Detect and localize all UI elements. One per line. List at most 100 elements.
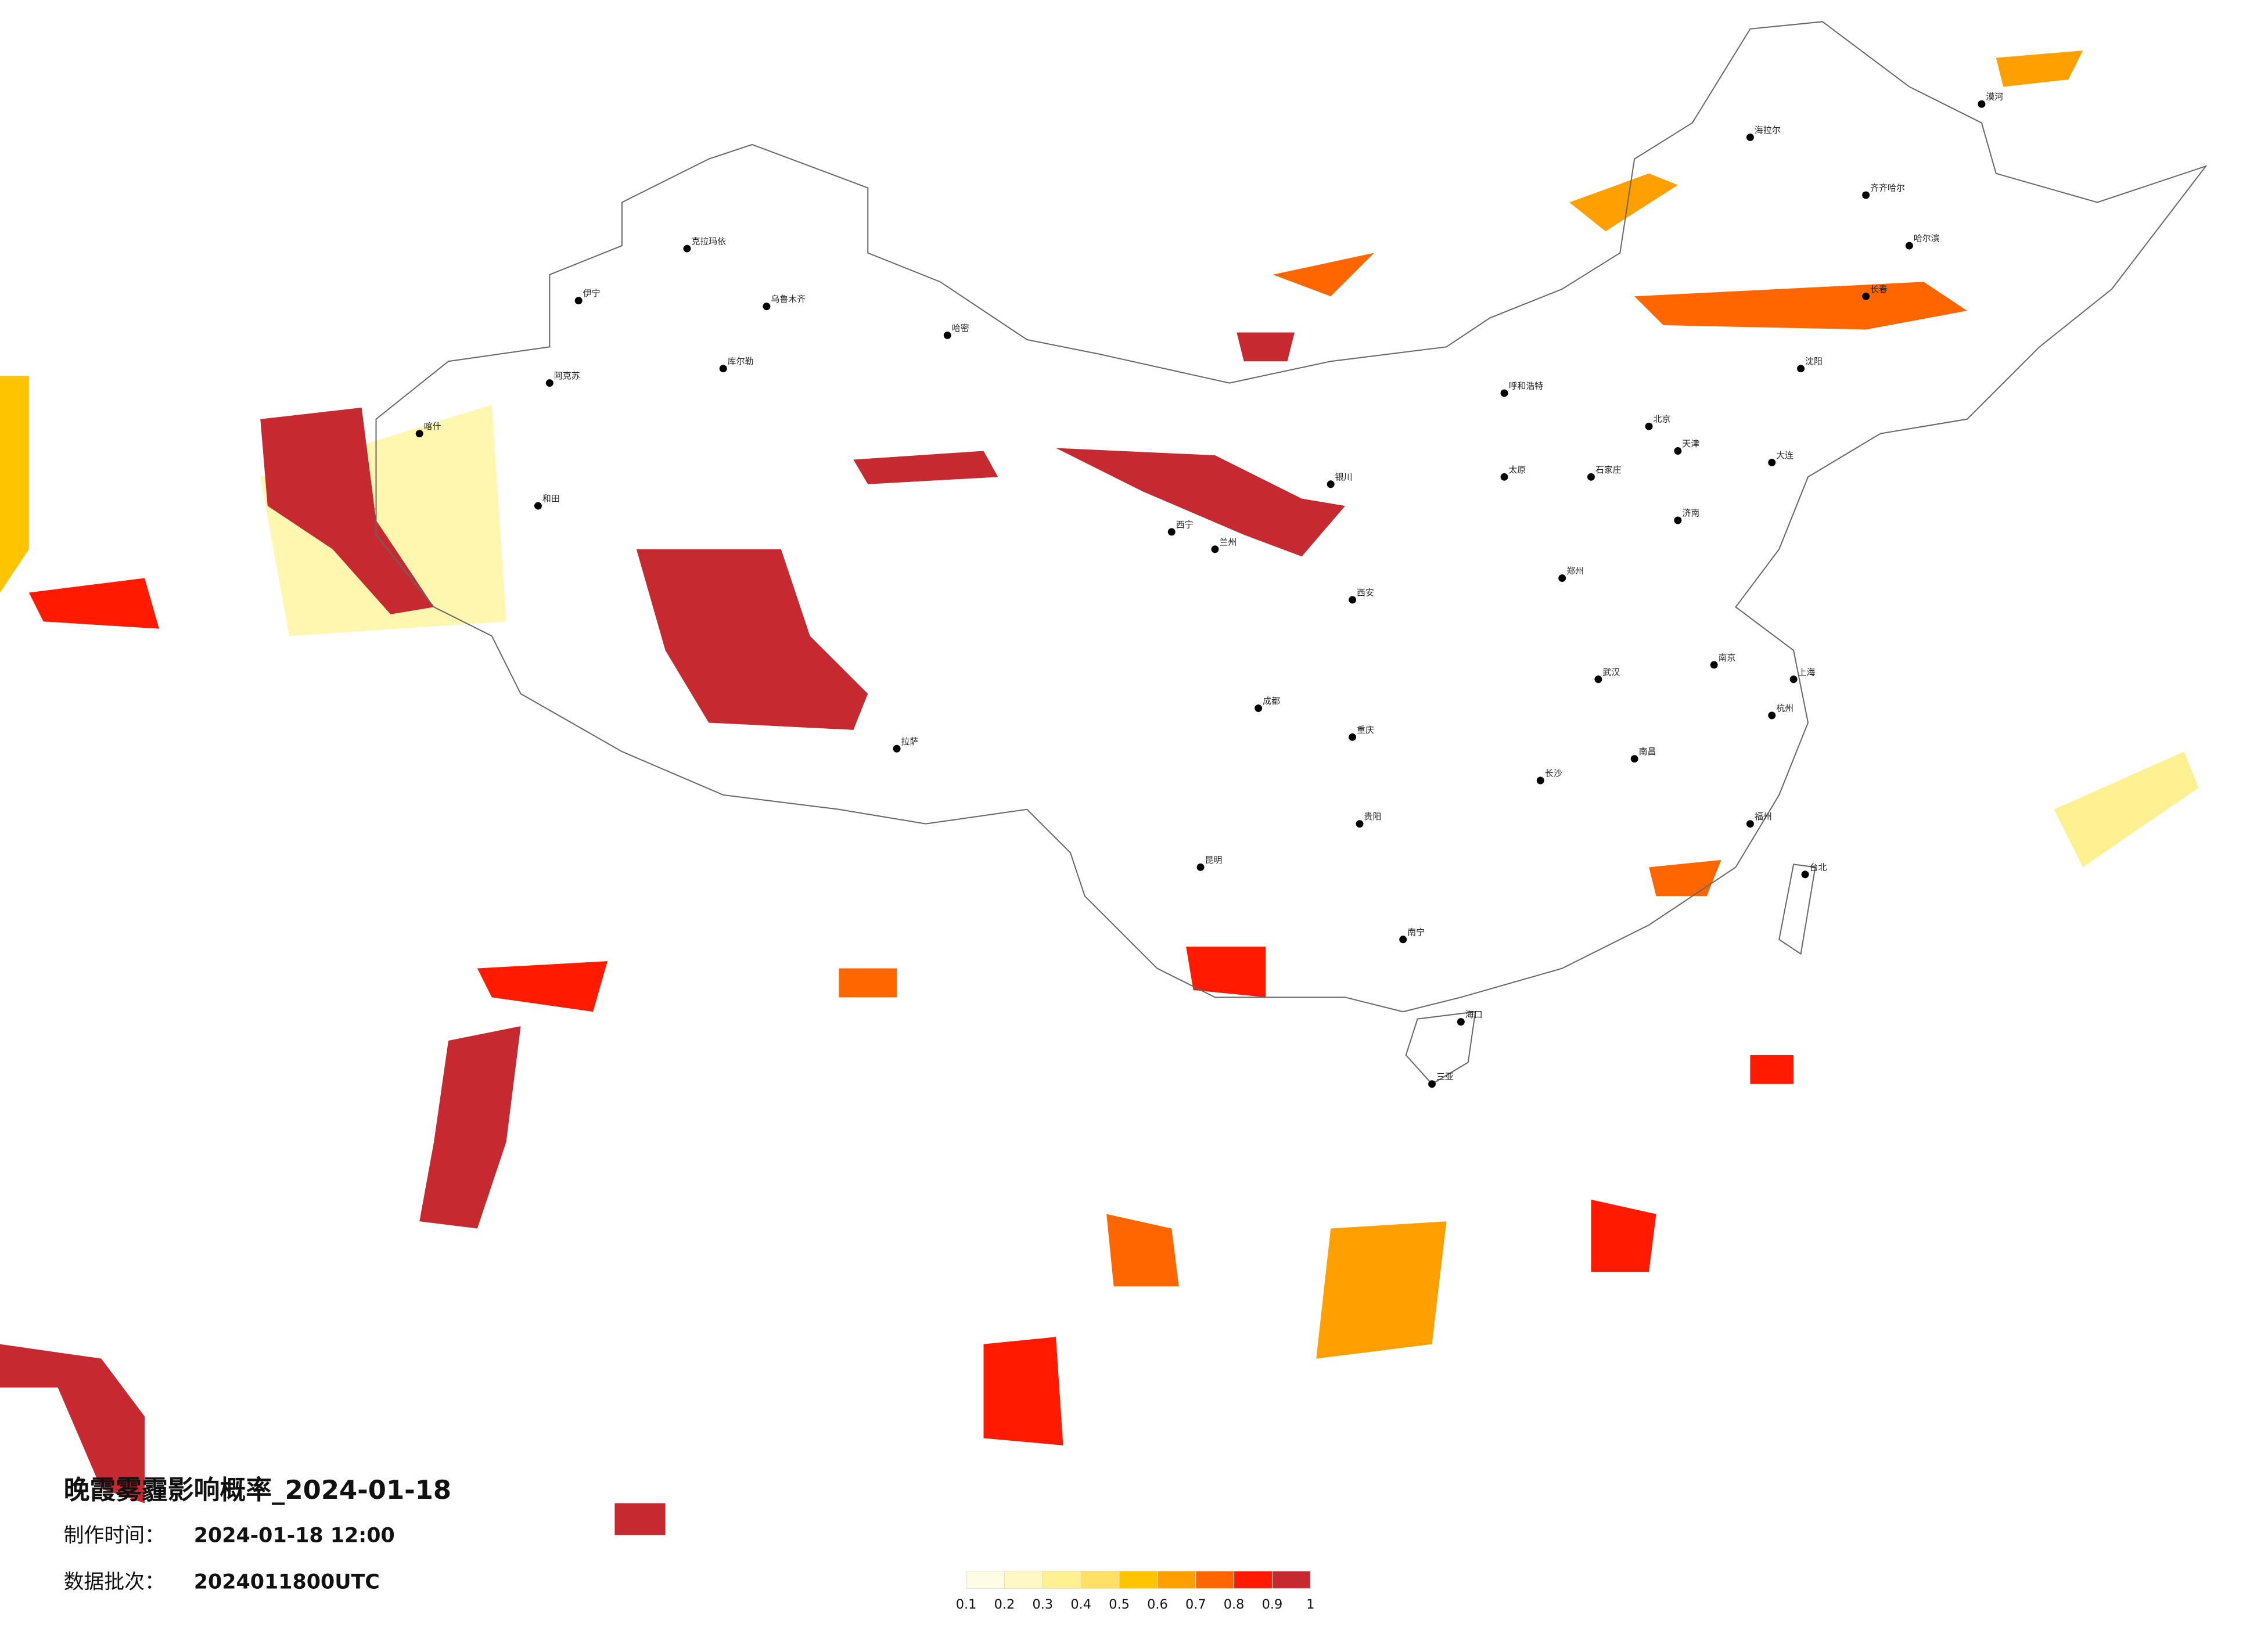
batch-label: 数据批次： [64, 1570, 165, 1593]
city-label: 南京 [1719, 652, 1736, 663]
legend-swatch [1234, 1570, 1273, 1589]
make-time: 2024-01-18 12:00 [194, 1524, 395, 1548]
city-dot [1768, 458, 1776, 466]
legend-tick-label: 0.1 [956, 1597, 977, 1612]
haze-patch [477, 961, 608, 1012]
city-dot [1428, 1080, 1436, 1088]
haze-patch [1634, 282, 1967, 330]
legend-swatch [1004, 1570, 1043, 1589]
city-dot [1196, 863, 1205, 871]
legend-tick-label: 0.9 [1262, 1597, 1283, 1612]
legend-tick-label: 0.5 [1109, 1597, 1130, 1612]
city-label: 济南 [1682, 508, 1699, 519]
legend-tick-label: 0.3 [1033, 1597, 1054, 1612]
city-label: 兰州 [1219, 537, 1237, 547]
legend-tick-label: 1 [1306, 1597, 1314, 1612]
city-label: 台北 [1810, 862, 1827, 872]
city-label: 漠河 [1986, 92, 2003, 102]
haze-patch [614, 1503, 666, 1535]
haze-patch [1591, 1199, 1656, 1272]
city-label: 福州 [1755, 811, 1772, 822]
city-dot [1801, 870, 1809, 879]
legend-tick-label: 0.4 [1070, 1597, 1091, 1612]
city-label: 西安 [1357, 587, 1374, 598]
city-dot [1349, 733, 1357, 741]
city-label: 武汉 [1602, 667, 1620, 677]
city-label: 阿克苏 [554, 370, 580, 381]
city-label: 哈尔滨 [1914, 233, 1940, 244]
haze-patch [0, 376, 29, 593]
city-dot [1399, 936, 1407, 944]
city-label: 海拉尔 [1755, 125, 1781, 135]
city-dot [1211, 545, 1219, 553]
city-dot [1356, 820, 1364, 828]
city-dot [1630, 755, 1638, 763]
city-label: 成都 [1263, 696, 1280, 706]
city-label: 伊宁 [583, 288, 601, 298]
city-label: 郑州 [1566, 566, 1584, 576]
city-dot [1862, 292, 1870, 300]
haze-patch [1186, 947, 1266, 998]
city-label: 和田 [542, 494, 560, 504]
city-dot [415, 430, 423, 438]
city-dot [719, 365, 727, 373]
city-dot [1746, 133, 1754, 141]
city-dot [1978, 100, 1986, 108]
city-dot [1536, 776, 1544, 785]
legend-swatch [1080, 1570, 1120, 1589]
city-dot [683, 244, 691, 253]
haze-patch [839, 968, 897, 998]
city-dot [1327, 480, 1335, 488]
city-label: 石家庄 [1595, 465, 1622, 475]
haze-patch [260, 407, 434, 614]
haze-patch [983, 1337, 1063, 1445]
haze-patch [1750, 1055, 1794, 1084]
city-label: 乌鲁木齐 [771, 294, 806, 304]
city-label: 长春 [1870, 284, 1888, 294]
city-label: 西宁 [1176, 519, 1194, 530]
city-dot [1674, 516, 1682, 524]
city-dot [1587, 473, 1595, 481]
city-label: 长沙 [1545, 768, 1562, 779]
city-dot [574, 297, 583, 305]
city-label: 昆明 [1205, 855, 1223, 865]
city-dot [1500, 389, 1508, 397]
city-label: 太原 [1509, 465, 1526, 475]
city-label: 上海 [1798, 667, 1816, 677]
legend-tick-label: 0.8 [1224, 1597, 1245, 1612]
city-label: 海口 [1465, 1009, 1483, 1020]
city-dot [1789, 675, 1798, 684]
haze-patch [1237, 332, 1295, 362]
legend-swatch [1195, 1570, 1235, 1589]
city-dot [1594, 675, 1602, 684]
city-label: 喀什 [424, 421, 441, 431]
city-label: 呼和浩特 [1509, 381, 1544, 391]
legend-swatch [966, 1570, 1005, 1589]
city-label: 银川 [1335, 472, 1353, 482]
city-dot [943, 331, 951, 339]
haze-patch [419, 1026, 521, 1229]
city-dot [1500, 473, 1508, 481]
city-label: 杭州 [1776, 703, 1793, 714]
haze-patch [1273, 253, 1374, 297]
batch: 2024011800UTC [194, 1570, 380, 1593]
city-label: 克拉玛依 [691, 236, 726, 247]
city-label: 重庆 [1357, 725, 1374, 735]
haze-patch [853, 451, 998, 484]
legend-tick-label: 0.6 [1147, 1597, 1168, 1612]
haze-patch [636, 549, 868, 730]
haze-layer [0, 51, 2199, 1535]
haze-patch [1649, 859, 1721, 897]
haze-patch [1056, 448, 1346, 557]
map-title: 晚霞雾霾影响概率_2024-01-18 [64, 1474, 452, 1505]
city-dot [1349, 596, 1357, 604]
city-dot [1768, 711, 1776, 720]
city-dot [763, 303, 771, 311]
city-dot [1457, 1018, 1465, 1026]
city-label: 三亚 [1436, 1071, 1454, 1082]
legend-tick-label: 0.2 [994, 1597, 1015, 1612]
legend-tick-label: 0.7 [1185, 1597, 1206, 1612]
city-dot [1167, 528, 1176, 536]
